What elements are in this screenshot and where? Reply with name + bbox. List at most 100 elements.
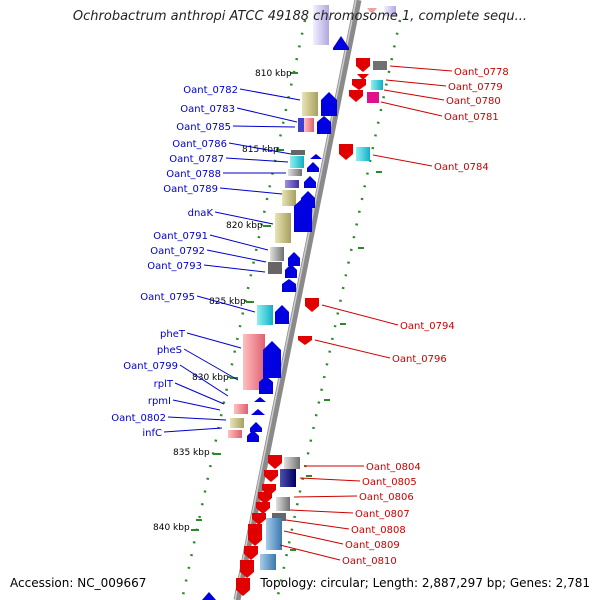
gene-bar[interactable] <box>234 404 248 414</box>
gene-label-right[interactable]: Oant_0778 <box>454 67 509 78</box>
gene-label-right[interactable]: Oant_0781 <box>444 112 499 123</box>
gene-label-left[interactable]: Oant_0799 <box>123 361 178 372</box>
gene-arrow[interactable] <box>352 79 366 90</box>
gene-arrow[interactable] <box>317 116 331 134</box>
gene-label-left[interactable]: Oant_0786 <box>172 139 227 150</box>
gene-bar[interactable] <box>356 147 370 161</box>
gene-label-left[interactable]: rplT <box>154 379 174 390</box>
kbp-tick-label: 825 kbp <box>209 297 246 307</box>
gene-arrow[interactable] <box>236 578 250 596</box>
kbp-ticks: 810 kbp 815 kbp 820 kbp 825 kbp 830 kbp … <box>153 69 298 533</box>
gene-label-right[interactable]: Oant_0779 <box>448 82 503 93</box>
topology-summary: Topology: circular; Length: 2,887,297 bp… <box>260 576 590 590</box>
gene-bar[interactable] <box>272 513 286 521</box>
gene-bar[interactable] <box>373 61 387 70</box>
gene-bar[interactable] <box>257 305 273 325</box>
gene-label-left[interactable]: pheS <box>157 345 182 356</box>
gene-arrow[interactable] <box>305 298 319 312</box>
gene-label-left[interactable]: Oant_0791 <box>153 231 208 242</box>
gene-arrow[interactable] <box>244 546 258 560</box>
gene-label-left[interactable]: Oant_0787 <box>169 154 224 165</box>
gene-label-right[interactable]: Oant_0806 <box>359 492 414 503</box>
gene-arrow[interactable] <box>263 341 281 378</box>
gene-bar[interactable] <box>268 262 282 274</box>
gene-label-right[interactable]: Oant_0808 <box>351 525 406 536</box>
gene-label-right[interactable]: Oant_0796 <box>392 354 447 365</box>
gene-label-left[interactable]: rpmI <box>148 396 171 407</box>
gene-arrow[interactable] <box>304 176 316 188</box>
gene-arrow[interactable] <box>258 492 272 504</box>
gene-label-right[interactable]: Oant_0784 <box>434 162 489 173</box>
gene-label-right[interactable]: Oant_0809 <box>345 540 400 551</box>
gene-label-right[interactable]: Oant_0794 <box>400 321 455 332</box>
gene-bar[interactable] <box>228 430 242 438</box>
gene-arrow[interactable] <box>259 376 273 394</box>
gene-label-left[interactable]: Oant_0788 <box>166 169 221 180</box>
gene-bar[interactable] <box>276 497 290 511</box>
gene-arrow[interactable] <box>250 422 262 432</box>
gene-arrow[interactable] <box>349 90 363 102</box>
gene-bar[interactable] <box>230 418 244 428</box>
gene-arrow[interactable] <box>310 154 322 159</box>
gene-label-left[interactable]: Oant_0802 <box>111 413 166 424</box>
gene-arrow[interactable] <box>248 524 262 546</box>
gene-bar[interactable] <box>367 92 379 103</box>
gene-arrow[interactable] <box>333 36 349 50</box>
gene-arrow[interactable] <box>268 455 282 469</box>
gene-bar[interactable] <box>270 247 284 261</box>
gene-bar[interactable] <box>384 6 396 16</box>
gene-label-left[interactable]: dnaK <box>188 208 214 219</box>
gene-arrow[interactable] <box>282 279 296 292</box>
gene-label-left[interactable]: infC <box>142 428 162 439</box>
gene-bar[interactable] <box>288 169 302 176</box>
gene-bar[interactable] <box>313 5 329 45</box>
gene-bar[interactable] <box>243 334 265 390</box>
gene-arrow[interactable] <box>256 502 270 514</box>
gene-arrow[interactable] <box>285 264 297 278</box>
gene-label-right[interactable]: Oant_0807 <box>355 509 410 520</box>
gene-bar[interactable] <box>291 150 305 155</box>
gene-label-left[interactable]: Oant_0789 <box>163 184 218 195</box>
gene-label-left[interactable]: Oant_0792 <box>150 246 205 257</box>
gene-arrow[interactable] <box>321 92 337 116</box>
gene-arrow[interactable] <box>298 336 312 345</box>
gene-arrow[interactable] <box>367 8 377 14</box>
gene-bar[interactable] <box>304 118 314 132</box>
gene-arrow[interactable] <box>339 144 353 160</box>
gene-arrow[interactable] <box>264 470 278 482</box>
gene-label-left[interactable]: Oant_0795 <box>140 292 195 303</box>
gene-arrow[interactable] <box>275 305 289 324</box>
gene-label-right[interactable]: Oant_0805 <box>362 477 417 488</box>
gene-label-left[interactable]: Oant_0793 <box>147 261 202 272</box>
gene-arrow[interactable] <box>247 430 259 442</box>
gene-bar[interactable] <box>285 180 299 188</box>
gene-label-left[interactable]: Oant_0785 <box>176 122 231 133</box>
gene-label-left[interactable]: Oant_0783 <box>180 104 235 115</box>
gene-bar[interactable] <box>280 469 296 487</box>
gene-arrow[interactable] <box>254 397 266 402</box>
gene-bar[interactable] <box>284 457 300 469</box>
gene-arrow[interactable] <box>288 252 300 266</box>
gene-bar[interactable] <box>298 118 304 132</box>
gene-bar[interactable] <box>290 156 304 168</box>
gene-arrow[interactable] <box>307 162 319 172</box>
gene-arrow[interactable] <box>356 58 370 72</box>
gene-arrow[interactable] <box>357 74 369 80</box>
gene-bar[interactable] <box>266 518 282 550</box>
gene-label-right[interactable]: Oant_0780 <box>446 96 501 107</box>
gene-arrow[interactable] <box>202 592 216 600</box>
gene-arrow[interactable] <box>252 513 266 525</box>
gene-bar[interactable] <box>260 554 276 570</box>
gene-arrow[interactable] <box>294 198 312 232</box>
gene-arrow[interactable] <box>251 409 265 415</box>
gene-bar[interactable] <box>282 190 296 206</box>
gene-bar[interactable] <box>371 80 383 90</box>
gene-bar[interactable] <box>275 213 291 243</box>
gene-bar[interactable] <box>302 92 318 116</box>
gene-label-right[interactable]: Oant_0804 <box>366 462 421 473</box>
gene-label-right[interactable]: Oant_0810 <box>342 556 397 567</box>
gene-label-left[interactable]: Oant_0782 <box>183 85 238 96</box>
gene-arrow[interactable] <box>240 560 254 578</box>
gene-label-left[interactable]: pheT <box>160 329 186 340</box>
